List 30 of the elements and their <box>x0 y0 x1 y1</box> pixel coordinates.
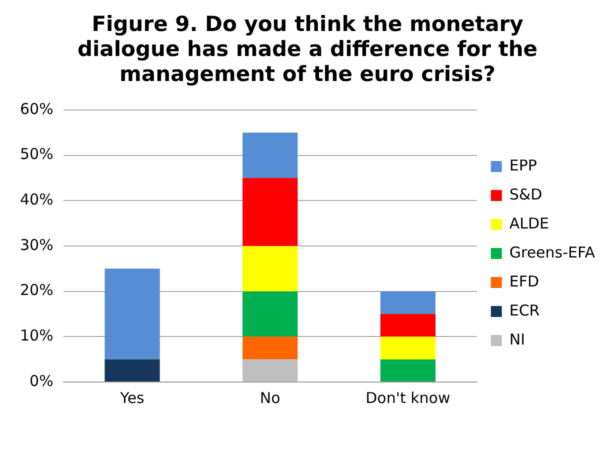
y-tick-label: 40% <box>20 190 54 209</box>
y-tick-label: 20% <box>20 281 54 300</box>
bar <box>380 291 436 314</box>
bar <box>380 336 436 360</box>
chart-title: Figure 9. Do you think the monetary dialogue has made a difference for the management of the euro crisis? <box>76 12 539 87</box>
bar <box>104 359 160 382</box>
x-tick-label: Don't know <box>366 388 450 407</box>
legend-label: ECR <box>509 301 540 320</box>
legend-label: S&D <box>509 185 542 204</box>
bar <box>380 314 436 337</box>
bar <box>242 336 298 360</box>
y-tick-label: 0% <box>30 372 54 390</box>
legend-label: Greens-EFA <box>509 243 596 262</box>
bar <box>380 359 436 382</box>
y-tick-label: 10% <box>20 326 54 345</box>
legend-label: NI <box>509 330 526 348</box>
y-tick-label: 30% <box>20 236 54 254</box>
legend-label: ALDE <box>509 214 550 232</box>
x-tick-label: Yes <box>119 388 145 407</box>
bar <box>104 268 160 360</box>
legend-label: EFD <box>509 272 540 290</box>
bar <box>242 359 298 382</box>
bar <box>242 178 298 246</box>
legend-label: EPP <box>509 156 537 174</box>
y-tick-label: 60% <box>20 100 54 118</box>
bar <box>242 291 298 337</box>
x-tick-label: No <box>260 388 280 407</box>
bar <box>242 246 298 292</box>
bar <box>242 132 298 178</box>
y-tick-label: 50% <box>20 145 54 164</box>
